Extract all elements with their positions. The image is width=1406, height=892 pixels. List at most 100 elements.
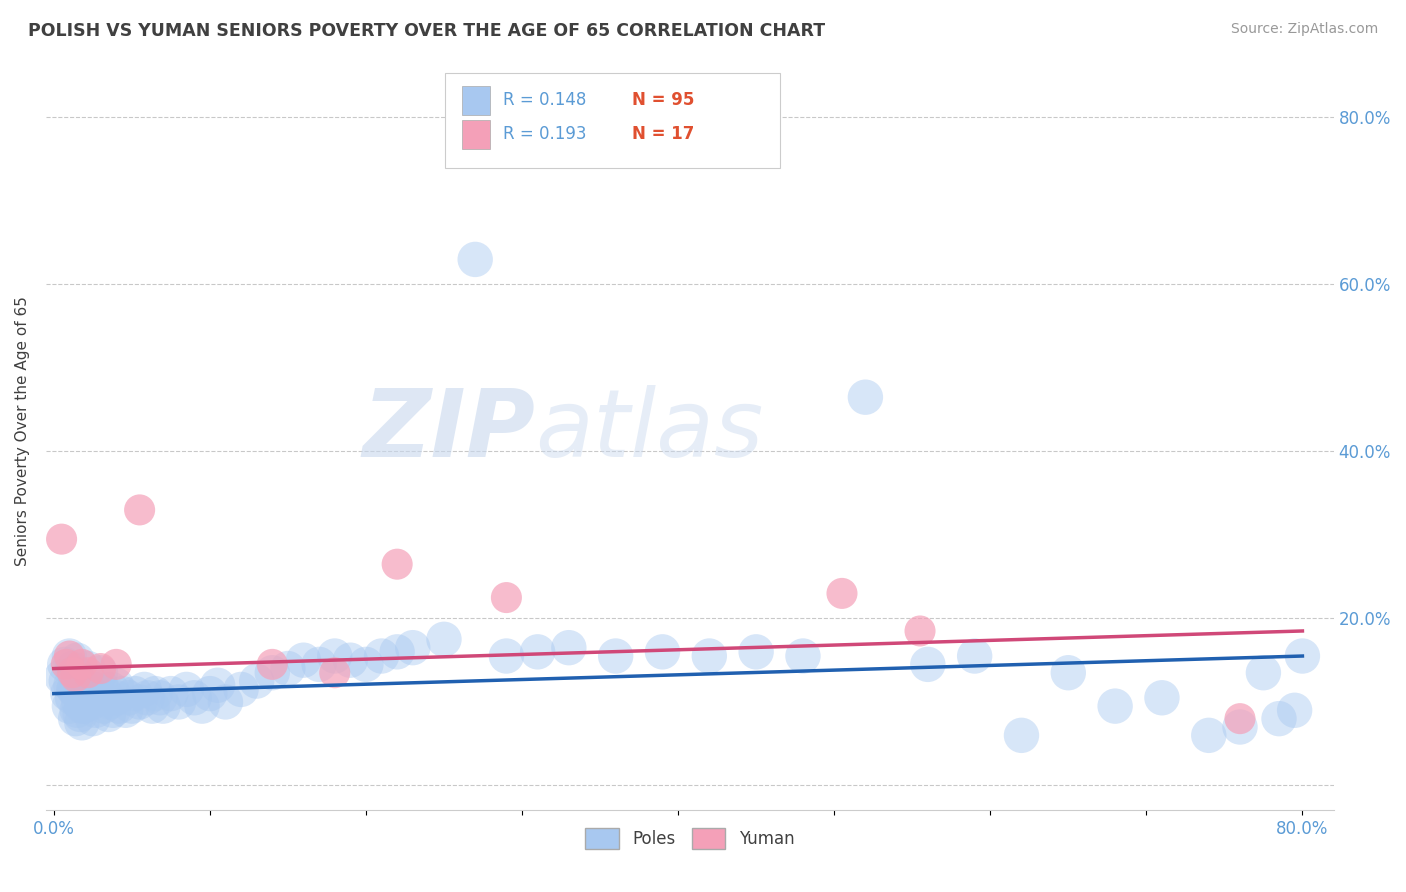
Text: N = 17: N = 17	[631, 125, 695, 144]
Point	[917, 657, 939, 672]
Point	[83, 682, 105, 697]
Point	[558, 640, 581, 655]
Point	[73, 687, 96, 701]
Point	[214, 695, 236, 709]
Point	[66, 703, 89, 717]
Point	[118, 690, 141, 705]
Text: R = 0.148: R = 0.148	[503, 91, 586, 109]
Point	[1011, 728, 1033, 742]
Point	[1268, 712, 1291, 726]
Point	[111, 687, 134, 701]
Text: N = 95: N = 95	[631, 91, 695, 109]
Point	[651, 645, 673, 659]
Point	[191, 699, 214, 714]
Point	[495, 591, 517, 605]
Point	[323, 665, 346, 680]
Point	[1253, 665, 1275, 680]
Point	[143, 687, 166, 701]
Text: Source: ZipAtlas.com: Source: ZipAtlas.com	[1230, 22, 1378, 37]
Point	[90, 665, 112, 680]
Point	[66, 674, 89, 689]
Point	[370, 648, 392, 663]
Point	[1291, 648, 1313, 663]
Point	[108, 699, 131, 714]
Point	[167, 695, 190, 709]
Text: R = 0.193: R = 0.193	[503, 125, 586, 144]
Point	[121, 699, 143, 714]
Point	[62, 661, 84, 675]
Point	[831, 586, 853, 600]
Point	[433, 632, 456, 647]
Point	[908, 624, 931, 638]
Point	[176, 682, 198, 697]
Point	[51, 532, 73, 546]
Point	[152, 699, 174, 714]
Point	[1198, 728, 1220, 742]
Point	[69, 707, 91, 722]
Point	[855, 390, 877, 404]
FancyBboxPatch shape	[463, 86, 491, 114]
FancyBboxPatch shape	[463, 120, 491, 149]
Point	[93, 699, 115, 714]
Point	[1229, 712, 1251, 726]
Point	[114, 703, 136, 717]
Point	[745, 645, 768, 659]
Point	[149, 690, 172, 705]
Point	[98, 695, 121, 709]
Point	[67, 695, 90, 709]
Point	[495, 648, 517, 663]
Point	[963, 648, 986, 663]
Legend: Poles, Yuman: Poles, Yuman	[579, 822, 801, 855]
Point	[385, 645, 408, 659]
Point	[97, 707, 120, 722]
Point	[51, 670, 73, 684]
Point	[82, 712, 104, 726]
Point	[55, 657, 77, 672]
Point	[354, 657, 377, 672]
Point	[160, 687, 183, 701]
Point	[1150, 690, 1173, 705]
Point	[70, 657, 93, 672]
Point	[339, 653, 361, 667]
Point	[277, 661, 299, 675]
Point	[73, 682, 96, 697]
Point	[101, 703, 124, 717]
Point	[62, 665, 84, 680]
Point	[1057, 665, 1080, 680]
FancyBboxPatch shape	[446, 73, 780, 169]
Point	[63, 682, 86, 697]
Point	[246, 674, 269, 689]
Point	[58, 648, 80, 663]
Point	[207, 678, 229, 692]
Point	[308, 657, 330, 672]
Point	[56, 687, 79, 701]
Point	[77, 661, 100, 675]
Point	[697, 648, 720, 663]
Point	[183, 690, 205, 705]
Point	[55, 674, 77, 689]
Point	[136, 690, 159, 705]
Point	[1104, 699, 1126, 714]
Point	[792, 648, 814, 663]
Point	[1284, 703, 1306, 717]
Point	[72, 699, 94, 714]
Point	[134, 682, 156, 697]
Point	[100, 682, 122, 697]
Point	[65, 712, 87, 726]
Point	[402, 640, 425, 655]
Point	[323, 648, 346, 663]
Point	[128, 503, 150, 517]
Point	[59, 678, 82, 692]
Point	[526, 645, 548, 659]
Text: atlas: atlas	[536, 385, 763, 476]
Point	[58, 648, 80, 663]
Point	[58, 699, 80, 714]
Point	[70, 715, 93, 730]
Point	[464, 252, 486, 267]
Point	[82, 695, 104, 709]
Point	[65, 670, 87, 684]
Text: POLISH VS YUMAN SENIORS POVERTY OVER THE AGE OF 65 CORRELATION CHART: POLISH VS YUMAN SENIORS POVERTY OVER THE…	[28, 22, 825, 40]
Point	[84, 703, 107, 717]
Point	[198, 687, 221, 701]
Point	[63, 682, 86, 697]
